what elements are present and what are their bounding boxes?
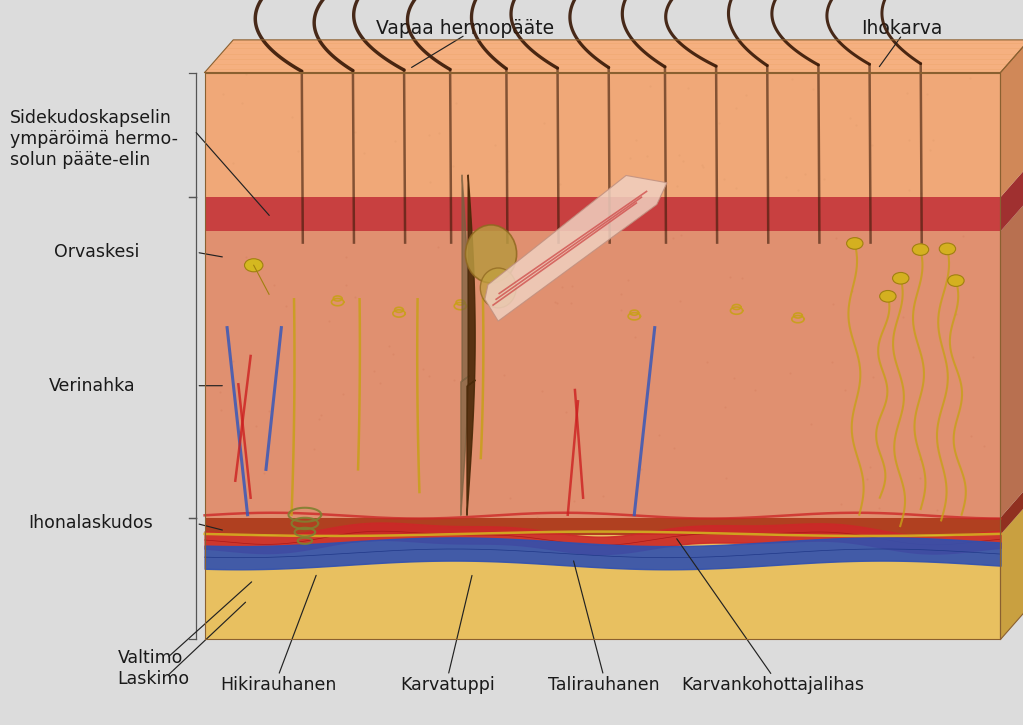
Circle shape bbox=[913, 244, 929, 255]
Text: Sidekudoskapselin
ympäröimä hermo-
solun pääte-elin: Sidekudoskapselin ympäröimä hermo- solun… bbox=[10, 109, 178, 169]
Polygon shape bbox=[205, 534, 1000, 639]
Polygon shape bbox=[205, 518, 1000, 534]
Polygon shape bbox=[1000, 40, 1023, 197]
Polygon shape bbox=[205, 197, 1000, 231]
Text: Karvankohottajalihas: Karvankohottajalihas bbox=[681, 676, 863, 694]
Polygon shape bbox=[1000, 165, 1023, 231]
Polygon shape bbox=[205, 40, 1023, 72]
Circle shape bbox=[939, 243, 955, 254]
Circle shape bbox=[947, 275, 964, 286]
Text: Ihonalaskudos: Ihonalaskudos bbox=[29, 515, 153, 532]
Text: Vapaa hermopääte: Vapaa hermopääte bbox=[376, 20, 554, 38]
Text: Talirauhanen: Talirauhanen bbox=[547, 676, 660, 694]
Text: Orvaskesi: Orvaskesi bbox=[54, 244, 139, 261]
Polygon shape bbox=[205, 231, 1000, 518]
Polygon shape bbox=[1000, 485, 1023, 534]
Circle shape bbox=[880, 291, 896, 302]
Circle shape bbox=[244, 259, 263, 272]
Ellipse shape bbox=[465, 225, 517, 283]
Text: Verinahka: Verinahka bbox=[49, 377, 136, 394]
Text: Laskimo: Laskimo bbox=[118, 671, 190, 688]
Text: Karvatuppi: Karvatuppi bbox=[401, 676, 495, 694]
Text: Ihokarva: Ihokarva bbox=[861, 20, 943, 38]
Polygon shape bbox=[1000, 199, 1023, 518]
Polygon shape bbox=[485, 175, 667, 321]
Text: Valtimo: Valtimo bbox=[118, 650, 183, 667]
Polygon shape bbox=[205, 72, 1000, 197]
Circle shape bbox=[892, 273, 908, 284]
Polygon shape bbox=[1000, 502, 1023, 639]
Ellipse shape bbox=[481, 268, 517, 308]
Circle shape bbox=[847, 238, 863, 249]
Text: Hikirauhanen: Hikirauhanen bbox=[220, 676, 337, 694]
